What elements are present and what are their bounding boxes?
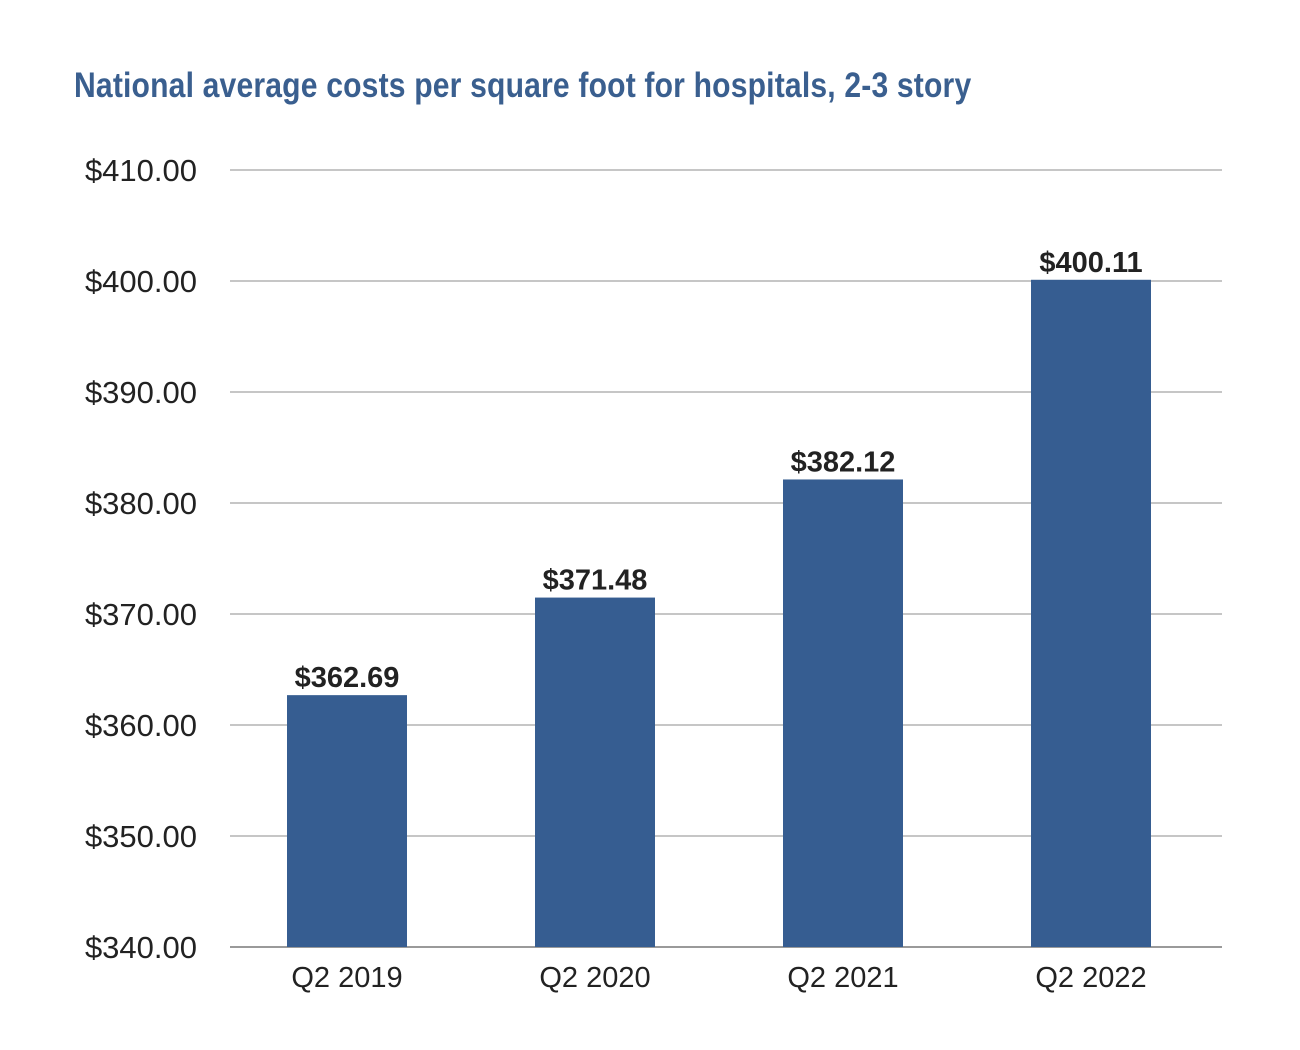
data-label: $382.12: [791, 446, 896, 478]
data-label: $362.69: [295, 662, 400, 694]
x-tick-label: Q2 2020: [539, 962, 650, 994]
data-label: $400.11: [1039, 247, 1142, 279]
y-tick-label: $390.00: [85, 375, 197, 410]
y-tick-label: $380.00: [85, 486, 197, 521]
x-tick-label: Q2 2022: [1035, 962, 1146, 994]
x-tick-label: Q2 2019: [291, 962, 402, 994]
chart-title: National average costs per square foot f…: [74, 66, 972, 105]
bar: [783, 479, 903, 947]
x-axis: Q2 2019 Q2 2020 Q2 2021 Q2 2022: [291, 962, 1146, 994]
x-tick-label: Q2 2021: [787, 962, 898, 994]
bars: [287, 279, 1151, 947]
y-tick-label: $370.00: [85, 597, 197, 632]
y-tick-label: $410.00: [85, 153, 197, 188]
y-tick-label: $400.00: [85, 264, 197, 299]
y-tick-label: $360.00: [85, 708, 197, 743]
bar: [535, 597, 655, 947]
bar: [1031, 279, 1151, 947]
y-tick-label: $350.00: [85, 819, 197, 854]
y-tick-label: $340.00: [85, 930, 197, 965]
data-label: $371.48: [543, 565, 648, 597]
data-labels: $362.69 $371.48 $382.12 $400.11: [295, 247, 1143, 694]
bar: [287, 695, 407, 947]
y-axis: $340.00 $350.00 $360.00 $370.00 $380.00 $390.…: [85, 153, 197, 965]
